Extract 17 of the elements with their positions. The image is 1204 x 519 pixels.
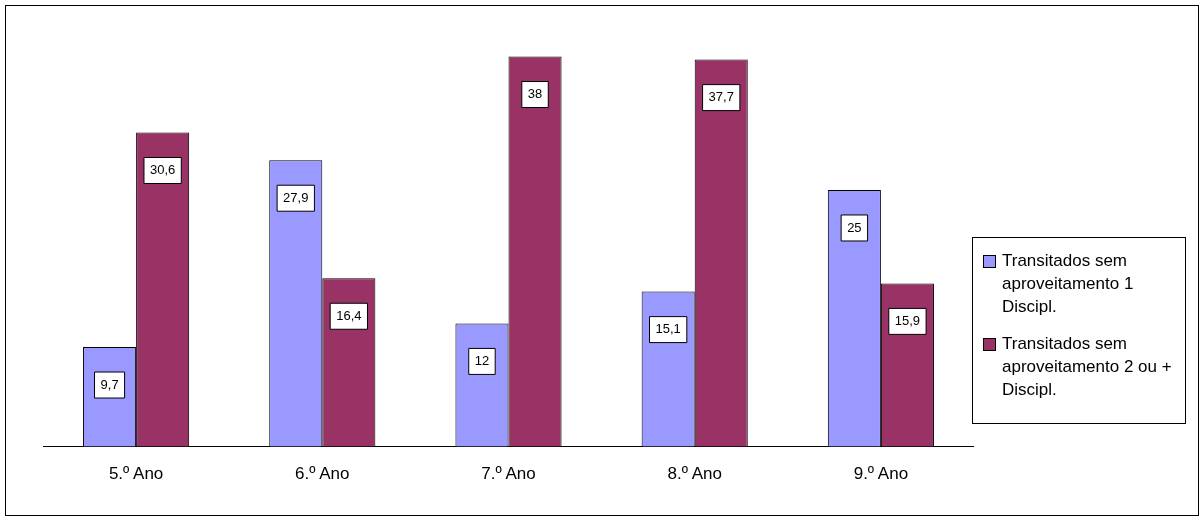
- x-tick-label: 7.º Ano: [481, 464, 536, 484]
- data-label: 38: [527, 86, 543, 102]
- x-tick-label: 8.º Ano: [667, 464, 722, 484]
- data-label: 25: [847, 219, 862, 235]
- data-label: 12: [474, 353, 490, 368]
- x-tick-label: 5.º Ano: [108, 464, 164, 484]
- data-label: 15,9: [894, 312, 921, 328]
- data-label: 27,9: [283, 189, 309, 205]
- legend-label: Transitados sem aproveitamento 2 ou + Discipl.: [1002, 333, 1173, 401]
- x-tick-label: 6.º Ano: [295, 464, 350, 484]
- x-tick-label: 9.º Ano: [853, 464, 909, 484]
- legend-label: Transitados sem aproveitamento 1 Discipl.: [1002, 250, 1135, 318]
- data-label: 16,4: [336, 307, 362, 323]
- data-label: 30,6: [149, 162, 176, 178]
- data-label: 9,7: [100, 376, 119, 392]
- data-label: 37,7: [708, 89, 734, 105]
- data-label: 15,1: [655, 321, 681, 337]
